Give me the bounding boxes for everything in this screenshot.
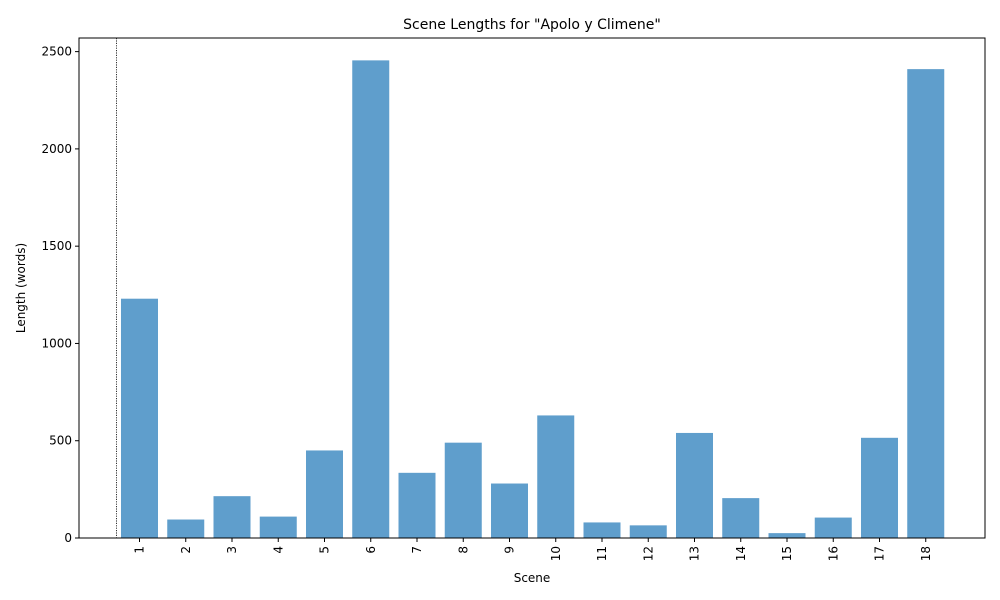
y-tick-label: 2500 xyxy=(41,45,72,59)
bar-scene-10 xyxy=(537,415,575,538)
x-tick-label: 12 xyxy=(641,546,655,561)
x-tick-label: 2 xyxy=(179,546,193,554)
x-tick-label: 13 xyxy=(688,546,702,561)
x-tick-label: 1 xyxy=(133,546,147,554)
bar-scene-18 xyxy=(907,69,945,538)
x-tick-label: 6 xyxy=(364,546,378,554)
bar-scene-7 xyxy=(398,472,436,538)
x-axis-title: Scene xyxy=(514,571,551,585)
x-tick-label: 15 xyxy=(780,546,794,561)
x-tick-label: 4 xyxy=(271,546,285,554)
x-tick-label: 10 xyxy=(549,546,563,561)
bar-scene-13 xyxy=(676,432,713,538)
x-tick-label: 14 xyxy=(734,546,748,561)
bar-scene-12 xyxy=(629,525,667,538)
bar-scene-11 xyxy=(583,522,621,538)
y-tick-label: 0 xyxy=(64,531,72,545)
x-tick-label: 5 xyxy=(318,546,332,554)
y-tick-label: 1000 xyxy=(41,336,72,350)
bar-scene-15 xyxy=(768,533,806,538)
plot-frame xyxy=(78,37,986,539)
x-tick-label: 16 xyxy=(826,546,840,561)
y-tick-label: 500 xyxy=(49,434,72,448)
bar-scene-14 xyxy=(722,498,760,538)
y-tick-label: 2000 xyxy=(41,142,72,156)
x-tick-label: 3 xyxy=(225,546,239,554)
bar-scene-3 xyxy=(213,496,251,538)
bar-scene-4 xyxy=(259,516,297,538)
chart-title: Scene Lengths for "Apolo y Climene" xyxy=(403,17,661,33)
bar-scene-2 xyxy=(167,519,205,538)
x-tick-label: 9 xyxy=(503,546,517,554)
y-axis-title: Length (words) xyxy=(14,243,28,333)
x-tick-label: 17 xyxy=(873,546,887,561)
bar-scene-9 xyxy=(491,483,528,538)
bar-scene-8 xyxy=(444,442,482,538)
y-tick-label: 1500 xyxy=(41,239,72,253)
x-tick-label: 8 xyxy=(456,546,470,554)
bar-scene-17 xyxy=(861,437,898,538)
x-tick-label: 7 xyxy=(410,546,424,554)
x-tick-label: 11 xyxy=(595,546,609,561)
bar-scene-5 xyxy=(306,450,343,538)
bar-scene-1 xyxy=(121,298,158,538)
bar-scene-6 xyxy=(352,60,390,539)
x-tick-label: 18 xyxy=(919,546,933,561)
bar-scene-16 xyxy=(814,517,852,538)
